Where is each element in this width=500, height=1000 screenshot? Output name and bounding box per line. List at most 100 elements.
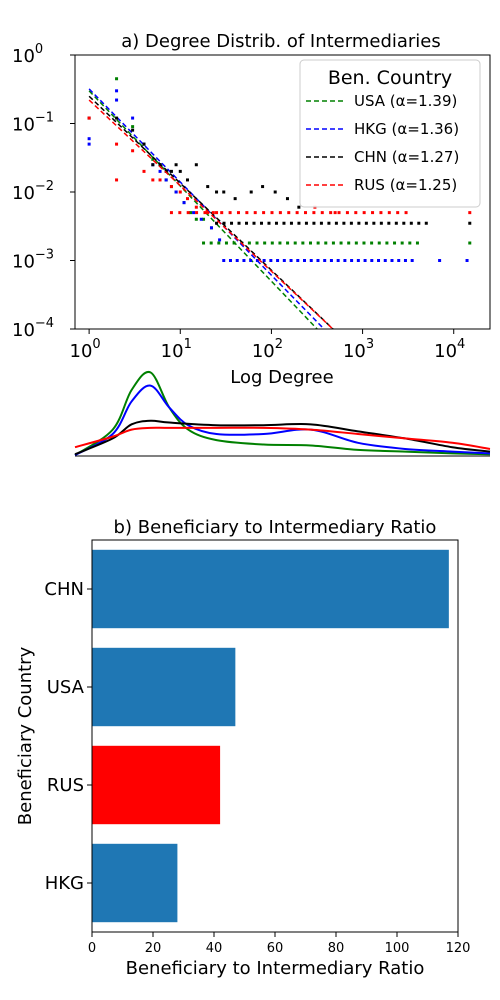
scatter-point xyxy=(337,259,340,262)
scatter-point xyxy=(334,211,337,214)
scatter-point xyxy=(195,206,198,209)
scatter-point xyxy=(294,242,297,245)
legend-entry: HKG (α=1.36) xyxy=(354,120,459,138)
scatter-point xyxy=(363,211,366,214)
scatter-point xyxy=(296,259,299,262)
scatter-point xyxy=(237,211,240,214)
scatter-point xyxy=(178,211,181,214)
scatter-point xyxy=(387,222,390,225)
scatter-point xyxy=(350,222,353,225)
category-label: USA xyxy=(47,677,85,698)
scatter-point xyxy=(321,211,324,214)
scatter-point xyxy=(274,191,277,194)
scatter-y-ticks: 10010−110−210−310−4 xyxy=(12,42,75,341)
scatter-point xyxy=(397,259,400,262)
bar xyxy=(92,550,449,628)
scatter-point xyxy=(252,222,255,225)
scatter-point xyxy=(309,242,312,245)
x-tick-label: 100 xyxy=(70,337,101,362)
scatter-point xyxy=(187,211,190,214)
scatter-point xyxy=(290,222,293,225)
scatter-point xyxy=(212,211,215,214)
bar xyxy=(92,844,177,922)
y-tick-label: 10−1 xyxy=(12,111,54,136)
scatter-point xyxy=(332,242,335,245)
scatter-point xyxy=(271,242,274,245)
legend-entry: CHN (α=1.27) xyxy=(354,148,459,166)
scatter-point xyxy=(370,242,373,245)
scatter-x-axis-title: Log Degree xyxy=(230,367,333,388)
scatter-point xyxy=(438,259,441,262)
scatter-point xyxy=(249,259,252,262)
scatter-point xyxy=(404,259,407,262)
bar-panel: b) Beneficiary to Intermediary Ratio 0 20… xyxy=(15,517,470,979)
scatter-point xyxy=(287,211,290,214)
scatter-point xyxy=(301,242,304,245)
scatter-point xyxy=(310,259,313,262)
scatter-point xyxy=(385,242,388,245)
scatter-point xyxy=(170,185,173,188)
scatter-point xyxy=(195,163,198,166)
scatter-point xyxy=(342,222,345,225)
scatter-point xyxy=(379,211,382,214)
scatter-point xyxy=(175,163,178,166)
scatter-point xyxy=(88,137,91,140)
scatter-point xyxy=(200,218,203,221)
scatter-point xyxy=(261,185,264,188)
scatter-point xyxy=(131,129,134,132)
category-label: CHN xyxy=(44,579,84,600)
scatter-point xyxy=(372,222,375,225)
scatter-point xyxy=(401,242,404,245)
scatter-point xyxy=(88,143,91,146)
scatter-point xyxy=(88,117,91,120)
scatter-point xyxy=(131,149,134,152)
scatter-point xyxy=(270,211,273,214)
scatter-point xyxy=(338,211,341,214)
scatter-point xyxy=(165,178,168,181)
scatter-point xyxy=(225,242,228,245)
scatter-point xyxy=(222,191,225,194)
x-tick-label: 120 xyxy=(446,941,471,956)
scatter-point xyxy=(410,222,413,225)
scatter-point xyxy=(215,211,218,214)
bar xyxy=(92,648,235,726)
scatter-point xyxy=(220,211,223,214)
scatter-point xyxy=(263,242,266,245)
legend-entry: USA (α=1.39) xyxy=(354,92,457,110)
y-tick-label: 100 xyxy=(12,42,43,67)
scatter-point xyxy=(297,222,300,225)
scatter-point xyxy=(159,178,162,181)
scatter-point xyxy=(286,242,289,245)
scatter-point xyxy=(115,77,118,80)
scatter-point xyxy=(269,259,272,262)
scatter-point xyxy=(312,211,315,214)
scatter-point xyxy=(217,242,220,245)
scatter-point xyxy=(357,259,360,262)
scatter-point xyxy=(142,170,145,173)
scatter-point xyxy=(206,185,209,188)
scatter-point xyxy=(323,259,326,262)
scatter-point xyxy=(282,222,285,225)
scatter-point xyxy=(303,259,306,262)
scatter-point xyxy=(234,197,237,200)
scatter-point xyxy=(131,117,134,120)
scatter-point xyxy=(290,259,293,262)
scatter-point xyxy=(186,178,189,181)
scatter-point xyxy=(330,259,333,262)
bar-title: b) Beneficiary to Intermediary Ratio xyxy=(114,517,437,538)
scatter-point xyxy=(370,259,373,262)
scatter-x-ticks: 100 101 102 103 104 xyxy=(70,329,466,362)
scatter-point xyxy=(131,125,134,128)
scatter-point xyxy=(327,222,330,225)
x-tick-label: 0 xyxy=(88,941,96,956)
scatter-point xyxy=(388,211,391,214)
scatter-point xyxy=(151,178,154,181)
x-tick-label: 101 xyxy=(161,337,192,362)
scatter-point xyxy=(179,191,182,194)
scatter-point xyxy=(238,222,241,225)
scatter-point xyxy=(468,222,471,225)
scatter-point xyxy=(195,211,198,214)
scatter-point xyxy=(278,242,281,245)
x-tick-label: 80 xyxy=(328,941,345,956)
